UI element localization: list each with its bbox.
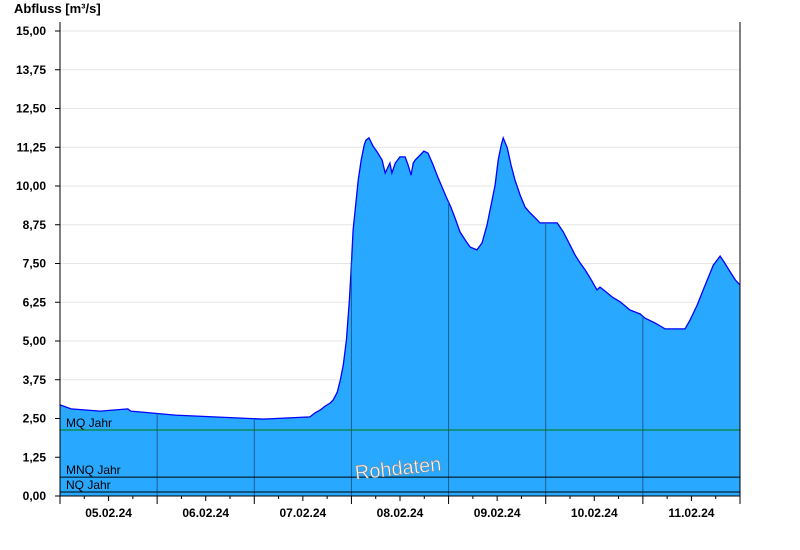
y-tick-label: 0,00 [23,489,47,503]
y-tick-label: 3,75 [23,373,47,387]
y-tick-label: 13,75 [16,63,46,77]
y-tick-label: 1,25 [23,450,47,464]
reference-line-label: NQ Jahr [66,478,111,492]
x-tick-label: 11.02.24 [668,506,714,520]
y-tick-label: 8,75 [23,218,47,232]
y-tick-label: 15,00 [16,24,46,38]
x-tick-label: 10.02.24 [571,506,618,520]
y-axis-label: Abfluss [m³/s] [14,1,101,16]
y-tick-label: 6,25 [23,295,47,309]
y-tick-label: 7,50 [23,257,47,271]
y-tick-label: 10,00 [16,179,46,193]
reference-line-label: MNQ Jahr [66,463,121,477]
x-tick-label: 06.02.24 [182,506,229,520]
x-tick-label: 07.02.24 [279,506,326,520]
x-tick-label: 08.02.24 [377,506,424,520]
y-tick-label: 11,25 [17,140,47,154]
x-tick-label: 05.02.24 [85,506,132,520]
discharge-area [60,137,740,496]
y-tick-label: 2,50 [23,412,47,426]
y-tick-label: 5,00 [23,334,47,348]
discharge-line [59,135,741,420]
x-tick-label: 09.02.24 [474,506,521,520]
y-tick-label: 12,50 [16,102,46,116]
reference-line-label: MQ Jahr [66,416,112,430]
